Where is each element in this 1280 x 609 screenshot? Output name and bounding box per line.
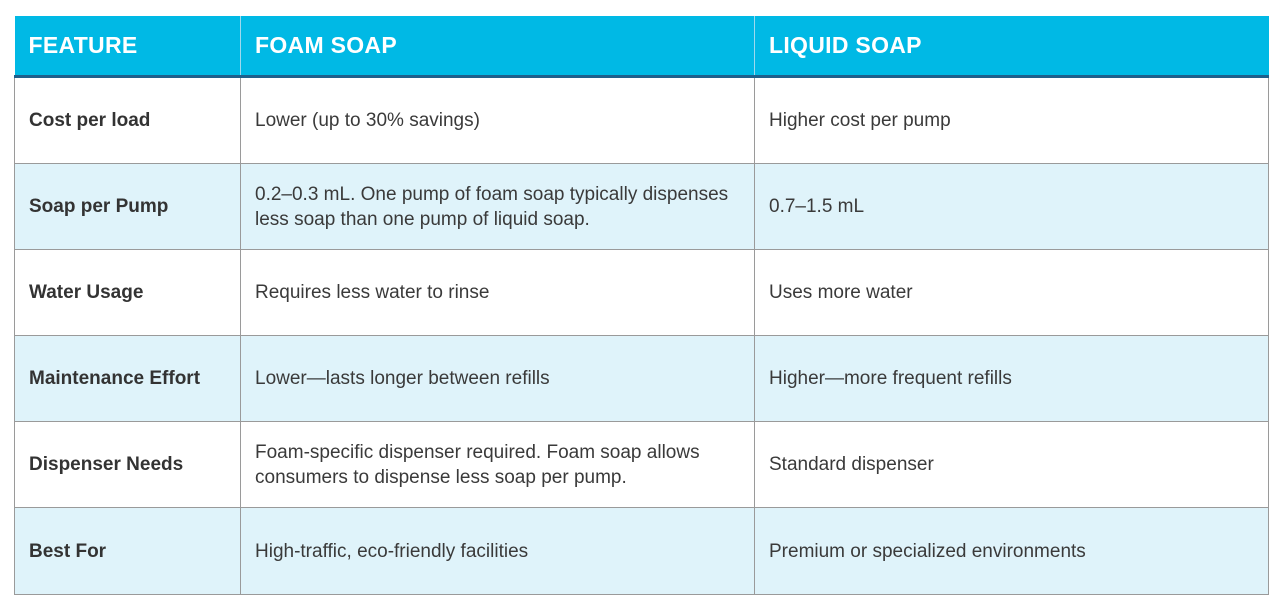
foam-cell: High-traffic, eco-friendly facilities bbox=[240, 507, 755, 595]
liquid-cell: Higher—more frequent refills bbox=[754, 335, 1269, 422]
table-row: Dispenser Needs Foam-specific dispenser … bbox=[14, 421, 1269, 508]
table-body: Cost per load Lower (up to 30% savings) … bbox=[14, 76, 1269, 595]
foam-cell: Lower—lasts longer between refills bbox=[240, 335, 755, 422]
liquid-cell: Standard dispenser bbox=[754, 421, 1269, 508]
foam-cell: 0.2–0.3 mL. One pump of foam soap typica… bbox=[240, 163, 755, 250]
feature-cell: Dispenser Needs bbox=[14, 421, 241, 508]
table-row: Maintenance Effort Lower—lasts longer be… bbox=[14, 335, 1269, 422]
feature-cell: Cost per load bbox=[14, 76, 241, 164]
header-feature: FEATURE bbox=[14, 16, 241, 78]
table-row: Best For High-traffic, eco-friendly faci… bbox=[14, 507, 1269, 595]
foam-cell: Lower (up to 30% savings) bbox=[240, 76, 755, 164]
feature-cell: Maintenance Effort bbox=[14, 335, 241, 422]
table-row: Cost per load Lower (up to 30% savings) … bbox=[14, 76, 1269, 164]
header-liquid-soap: LIQUID SOAP bbox=[754, 16, 1269, 78]
table-header: FEATURE FOAM SOAP LIQUID SOAP bbox=[14, 16, 1269, 78]
table-row: Water Usage Requires less water to rinse… bbox=[14, 249, 1269, 336]
liquid-cell: Higher cost per pump bbox=[754, 76, 1269, 164]
soap-comparison-table: FEATURE FOAM SOAP LIQUID SOAP Cost per l… bbox=[14, 16, 1269, 595]
feature-cell: Soap per Pump bbox=[14, 163, 241, 250]
feature-cell: Water Usage bbox=[14, 249, 241, 336]
foam-cell: Foam-specific dispenser required. Foam s… bbox=[240, 421, 755, 508]
header-foam-soap: FOAM SOAP bbox=[240, 16, 755, 78]
liquid-cell: Uses more water bbox=[754, 249, 1269, 336]
table-row: Soap per Pump 0.2–0.3 mL. One pump of fo… bbox=[14, 163, 1269, 250]
liquid-cell: Premium or specialized environments bbox=[754, 507, 1269, 595]
comparison-table-container: FEATURE FOAM SOAP LIQUID SOAP Cost per l… bbox=[14, 16, 1269, 595]
liquid-cell: 0.7–1.5 mL bbox=[754, 163, 1269, 250]
foam-cell: Requires less water to rinse bbox=[240, 249, 755, 336]
feature-cell: Best For bbox=[14, 507, 241, 595]
header-row: FEATURE FOAM SOAP LIQUID SOAP bbox=[14, 16, 1269, 78]
